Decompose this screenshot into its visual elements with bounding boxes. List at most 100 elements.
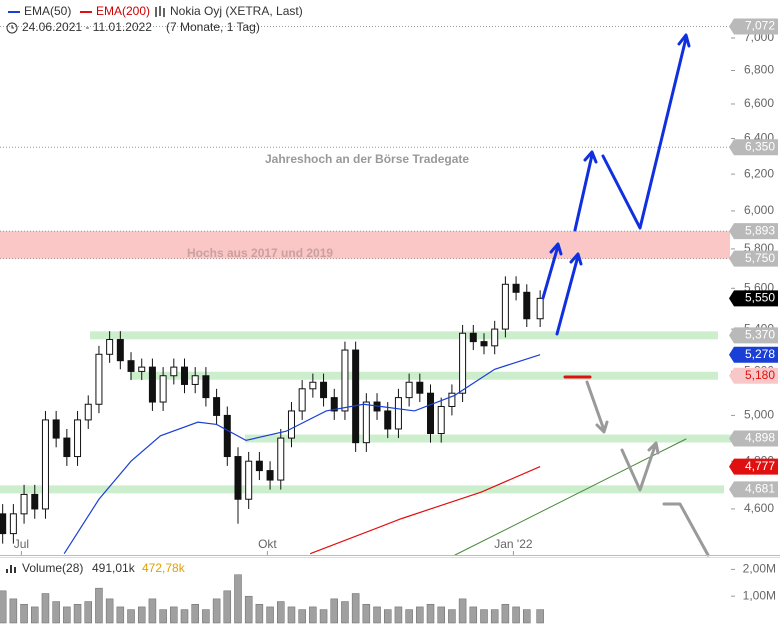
price-label-box: [729, 223, 778, 240]
candle-body: [181, 366, 189, 385]
candle-icon: [155, 6, 165, 17]
volume-bar: [223, 590, 232, 624]
volume-bar: [266, 606, 274, 624]
candle-body: [127, 360, 135, 372]
volume-bar: [180, 609, 189, 624]
resistance-zone: [0, 231, 730, 259]
volume-bar: [362, 603, 371, 624]
legend-label: EMA(200): [96, 4, 150, 18]
volume-bar: [9, 598, 18, 624]
x-tick-label: Okt: [258, 537, 277, 551]
volume-bar: [458, 598, 467, 624]
volume-bar: [523, 609, 531, 624]
price-label: 4,681: [745, 482, 775, 496]
volume-bar: [448, 609, 456, 624]
price-label-box: [729, 346, 778, 363]
candle-body: [437, 405, 445, 435]
price-label-box: [729, 458, 778, 475]
candle-body: [191, 375, 199, 385]
arrow: [601, 33, 691, 230]
volume-bar: [202, 609, 210, 624]
price-label: 5,278: [745, 347, 775, 361]
support-band: [90, 331, 718, 340]
volume-bar: [351, 593, 360, 624]
candle-body: [501, 283, 509, 330]
price-label: 4,898: [745, 431, 775, 445]
candle-body: [491, 328, 499, 347]
candle-body: [223, 414, 231, 458]
arrow: [555, 252, 583, 336]
candle-body: [74, 419, 82, 458]
y-tick-label: 2,00M: [743, 562, 776, 576]
volume-bar: [31, 606, 39, 624]
candle-body: [459, 332, 467, 394]
candle-body: [138, 366, 146, 372]
volume-bar: [480, 609, 488, 624]
candle-body: [9, 513, 17, 535]
candle-body: [536, 297, 544, 320]
candle-body: [469, 332, 477, 343]
trend-line: [454, 438, 687, 556]
y-tick-label: 6,600: [744, 96, 774, 110]
price-label-box: [729, 327, 778, 344]
candle-body: [41, 419, 49, 510]
background-layer: 7,0006,8006,6006,4006,2006,0005,8005,600…: [0, 25, 774, 555]
volume-bar: [255, 603, 264, 624]
ema-line: [309, 466, 541, 555]
price-label-box: [729, 430, 778, 447]
volume-bar: [373, 606, 381, 624]
price-label: 5,370: [745, 328, 775, 342]
volume-bar: [0, 590, 7, 624]
x-tick-label: Jul: [14, 537, 29, 551]
volume-bar: [212, 598, 221, 624]
price-label: 5,750: [745, 251, 775, 265]
volume-bar: [41, 593, 50, 624]
x-tick-label: Jan '22: [494, 537, 533, 551]
period: 24.06.2021 - 11.01.2022: [22, 20, 152, 34]
candle-body: [352, 349, 360, 444]
clock-icon: [11, 25, 14, 29]
candle-body: [448, 392, 456, 407]
y-tick-label: 1,00M: [743, 588, 776, 602]
candle-body: [394, 397, 402, 430]
price-label: 7,072: [745, 19, 775, 33]
candle-body: [245, 460, 253, 500]
volume-bar: [469, 606, 478, 624]
candle-body: [298, 388, 306, 412]
chart-title: Nokia Oyj (XETRA, Last): [170, 4, 303, 18]
volume-icon: [6, 565, 16, 573]
candle-body: [320, 381, 328, 399]
candle-body: [63, 437, 71, 458]
candle-body: [384, 410, 392, 430]
volume-bar: [287, 606, 296, 624]
volume-legend-value: 491,01k: [92, 561, 136, 575]
candle-body: [234, 456, 242, 500]
volume-bar: [244, 595, 253, 624]
arrow: [573, 150, 598, 232]
volume-bar: [277, 601, 285, 624]
candle-body: [170, 366, 178, 377]
candle-body: [405, 381, 413, 399]
volume-legend: Volume(28): [22, 561, 83, 575]
arrow: [662, 502, 710, 557]
price-label: 4,777: [745, 459, 775, 473]
candle-body: [84, 403, 92, 421]
arrow: [620, 441, 660, 492]
candle-body: [213, 397, 221, 416]
volume-bar: [416, 606, 424, 624]
marks-layer: [0, 276, 544, 555]
volume-bar: [383, 609, 392, 624]
volume-bar: [116, 606, 125, 624]
candle-body: [148, 366, 156, 403]
y-tick-label: 6,800: [744, 63, 774, 77]
candle-body: [523, 291, 531, 320]
volume-bar: [52, 601, 60, 624]
price-label: 5,550: [745, 291, 775, 305]
volume-legend-value: 472,78k: [142, 561, 186, 575]
price-label-box: [729, 367, 778, 384]
clock-icon: [6, 22, 18, 34]
legend-label: EMA(50): [24, 4, 71, 18]
volume-bar: [298, 609, 306, 624]
volume-bar: [73, 603, 82, 624]
